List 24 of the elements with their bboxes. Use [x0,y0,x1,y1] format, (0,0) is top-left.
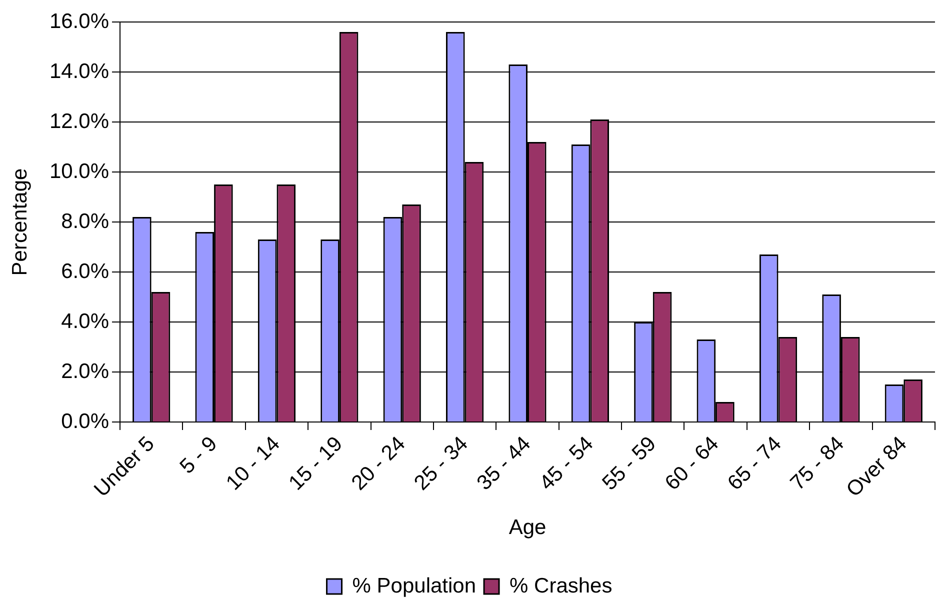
x-tick-label: 35 - 44 [472,432,536,495]
x-tick-label: 10 - 14 [222,432,285,495]
x-tick-label: 55 - 59 [598,432,661,495]
legend-label: % Crashes [510,574,612,598]
x-tick-label: 75 - 84 [786,432,849,495]
x-tick-label: 15 - 19 [284,432,348,495]
legend-label: % Population [352,574,476,598]
y-tick-label: 6.0% [61,260,109,283]
x-tick-label: 20 - 24 [347,432,410,495]
y-tick-label: 0.0% [61,410,109,433]
x-tick-label: 45 - 54 [535,432,598,495]
y-tick-label: 8.0% [61,210,109,233]
y-tick-label: 14.0% [49,60,109,83]
y-tick-label: 4.0% [61,310,109,333]
y-tick-label: 10.0% [49,160,109,183]
x-axis-title: Age [508,516,546,540]
y-tick-label: 12.0% [49,110,109,133]
y-tick-label: 2.0% [61,360,109,383]
x-tick-label: 65 - 74 [723,432,786,495]
y-tick-label: 16.0% [49,10,109,33]
x-tick-label: 60 - 64 [660,432,724,495]
x-tick-label: 25 - 34 [410,432,473,495]
y-axis-title: Percentage [8,168,32,276]
x-tick-label: 5 - 9 [176,432,222,478]
